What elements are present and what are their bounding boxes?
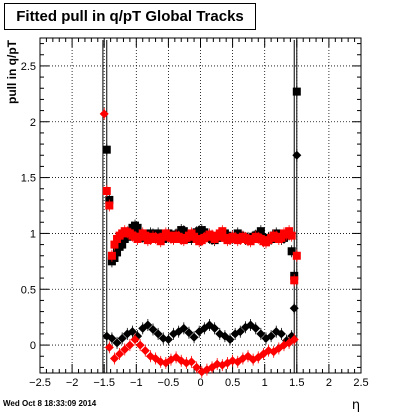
y-tick-label: 1	[30, 228, 36, 240]
data-point-diamond	[292, 150, 302, 160]
x-tick-label: 1.5	[289, 377, 304, 389]
y-axis-label: pull in q/pT	[5, 39, 19, 104]
data-point-diamond	[289, 303, 299, 313]
data-point-square	[110, 240, 119, 249]
data-point-diamond	[163, 335, 173, 344]
chart-title: Fitted pull in q/pT Global Tracks	[16, 8, 244, 25]
data-point-diamond	[184, 328, 194, 338]
data-point-diamond	[192, 362, 202, 372]
y-tick-label: 2	[30, 117, 36, 129]
data-point-diamond	[125, 340, 135, 350]
chart-title-box: Fitted pull in q/pT Global Tracks	[4, 3, 256, 30]
x-tick-label: 0	[197, 377, 203, 389]
data-point-square	[156, 237, 165, 246]
y-tick-label: 0	[30, 340, 36, 352]
x-tick-label: 0.5	[225, 377, 240, 389]
x-tick-label: −0.5	[158, 377, 180, 389]
data-point-square	[256, 227, 265, 236]
x-tick-label: 1	[262, 377, 268, 389]
x-axis-label: η	[352, 398, 360, 413]
data-point-diamond	[104, 342, 114, 352]
data-point-square	[102, 186, 111, 195]
data-point-square	[287, 231, 296, 240]
data-point-diamond	[120, 345, 130, 355]
y-tick-label: 2.5	[21, 61, 36, 73]
data-point-diamond	[225, 335, 235, 344]
x-tick-label: −2	[66, 377, 79, 389]
y-tick-label: 0.5	[21, 284, 36, 296]
timestamp: Wed Oct 8 18:33:09 2014	[3, 399, 97, 408]
data-point-square	[290, 276, 299, 285]
data-point-diamond	[189, 332, 199, 342]
data-point-square	[102, 145, 111, 154]
data-point-square	[292, 251, 301, 260]
data-point-diamond	[266, 331, 276, 341]
data-point-diamond	[143, 320, 153, 330]
series-1	[102, 184, 301, 287]
data-point-diamond	[235, 327, 245, 337]
data-point-diamond	[130, 335, 140, 344]
x-tick-label: −2.5	[29, 377, 51, 389]
data-point-diamond	[210, 323, 220, 333]
data-point-diamond	[117, 333, 127, 343]
data-point-diamond	[187, 357, 197, 367]
data-point-diamond	[148, 324, 158, 334]
x-tick-label: 2	[326, 377, 332, 389]
data-point-diamond	[115, 349, 125, 359]
data-point-square	[292, 87, 301, 96]
data-point-square	[218, 227, 227, 236]
data-point-square	[107, 251, 116, 260]
data-point-diamond	[248, 355, 258, 365]
data-point-diamond	[179, 323, 189, 333]
data-point-diamond	[251, 323, 261, 333]
y-tick-label: 1.5	[21, 173, 36, 185]
data-point-diamond	[276, 329, 286, 339]
data-point-diamond	[140, 346, 150, 356]
data-point-square	[277, 233, 286, 242]
data-point-square	[113, 248, 122, 257]
x-tick-label: −1	[130, 377, 143, 389]
data-point-square	[133, 223, 142, 232]
plot-frame	[39, 37, 362, 374]
data-point-diamond	[135, 340, 145, 350]
data-point-square	[105, 201, 114, 210]
data-point-square	[141, 231, 150, 240]
data-point-diamond	[112, 338, 122, 348]
data-point-square	[287, 247, 296, 256]
x-tick-label: 2.5	[353, 377, 368, 389]
data-point-square	[118, 240, 127, 249]
x-tick-label: −1.5	[93, 377, 115, 389]
data-point-diamond	[107, 333, 117, 343]
data-point-diamond	[153, 329, 163, 339]
data-point-diamond	[99, 109, 109, 119]
series-3	[99, 107, 299, 378]
data-point-diamond	[256, 329, 266, 339]
data-point-diamond	[109, 353, 119, 363]
data-point-square	[285, 227, 294, 236]
data-point-diamond	[289, 335, 299, 344]
